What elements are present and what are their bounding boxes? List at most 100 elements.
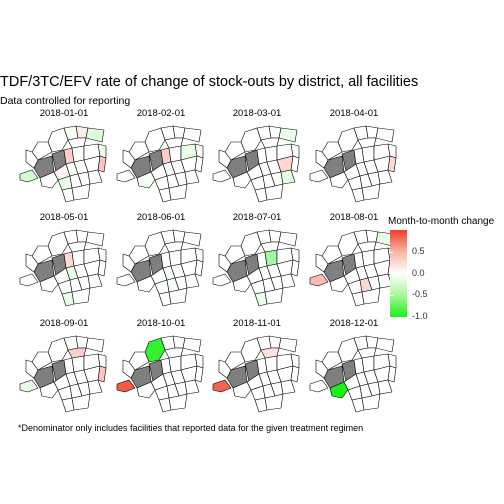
- map-panel: 2018-08-01: [308, 212, 400, 308]
- district-region: [184, 379, 200, 395]
- district-region: [232, 381, 252, 399]
- panel-date-label: 2018-03-01: [232, 108, 282, 119]
- legend-tick-mark: [390, 295, 393, 297]
- district-region: [357, 137, 377, 149]
- district-region: [375, 337, 395, 353]
- district-region: [357, 347, 377, 359]
- panel-date-label: 2018-04-01: [329, 108, 379, 119]
- district-region: [19, 273, 39, 287]
- district-region: [329, 275, 349, 293]
- map-panel: 2018-07-01: [211, 212, 303, 308]
- district-region: [128, 351, 150, 371]
- district-region: [387, 155, 397, 173]
- district-region: [31, 245, 53, 265]
- district-region: [264, 183, 284, 201]
- district-region: [31, 141, 53, 161]
- district-map: [116, 335, 204, 413]
- map-panel: 2018-04-01: [308, 108, 400, 204]
- panel-date-label: 2018-12-01: [329, 318, 379, 329]
- district-region: [71, 145, 85, 163]
- district-region: [71, 393, 91, 411]
- district-region: [168, 249, 182, 267]
- panel-date-label: 2018-09-01: [39, 318, 89, 329]
- district-region: [168, 145, 182, 163]
- district-region: [97, 155, 107, 173]
- panel-date-label: 2018-01-01: [39, 108, 89, 119]
- district-map: [309, 125, 397, 203]
- district-map: [116, 125, 204, 203]
- district-region: [329, 381, 349, 399]
- district-region: [122, 359, 136, 379]
- district-region: [321, 351, 343, 371]
- map-panel: 2018-03-01: [211, 108, 303, 204]
- district-region: [164, 347, 184, 359]
- map-panel: 2018-09-01: [18, 318, 110, 414]
- district-map: [309, 229, 397, 307]
- district-region: [309, 379, 329, 393]
- district-region: [361, 355, 375, 373]
- map-panel: 2018-11-01: [211, 318, 303, 414]
- district-region: [87, 379, 103, 395]
- district-region: [116, 379, 136, 393]
- district-region: [71, 249, 85, 267]
- district-region: [315, 253, 329, 273]
- district-region: [122, 253, 136, 273]
- district-region: [168, 393, 188, 411]
- district-region: [128, 245, 150, 265]
- district-region: [164, 241, 184, 253]
- legend-tick-label: -1.0: [412, 311, 428, 321]
- panel-date-label: 2018-07-01: [232, 212, 282, 223]
- district-region: [280, 169, 296, 185]
- district-region: [25, 149, 39, 169]
- district-region: [361, 287, 381, 305]
- district-region: [321, 141, 343, 161]
- district-region: [212, 273, 232, 287]
- district-region: [218, 359, 232, 379]
- district-map: [19, 229, 107, 307]
- district-region: [168, 183, 188, 201]
- district-region: [361, 183, 381, 201]
- district-region: [71, 355, 85, 373]
- district-region: [218, 149, 232, 169]
- district-region: [194, 155, 204, 173]
- district-region: [278, 127, 298, 143]
- district-region: [224, 351, 246, 371]
- district-region: [87, 169, 103, 185]
- district-region: [184, 273, 200, 289]
- district-region: [264, 287, 284, 305]
- map-panel: 2018-10-01: [115, 318, 207, 414]
- legend-tick-mark: [390, 251, 393, 253]
- district-map: [212, 229, 300, 307]
- district-map: [19, 335, 107, 413]
- district-region: [194, 259, 204, 277]
- district-region: [128, 141, 150, 161]
- district-region: [260, 137, 280, 149]
- district-region: [361, 145, 375, 163]
- district-region: [357, 241, 377, 253]
- district-region: [116, 273, 136, 287]
- district-region: [264, 249, 278, 267]
- district-region: [361, 393, 381, 411]
- color-legend: Month-to-month change 0.5 0.0 -0.5 -1.0: [388, 216, 494, 321]
- map-panel: 2018-05-01: [18, 212, 110, 308]
- district-region: [278, 337, 298, 353]
- legend-tick-label: -0.5: [412, 289, 428, 300]
- district-region: [321, 245, 343, 265]
- district-region: [377, 379, 393, 395]
- map-panel: 2018-01-01: [18, 108, 110, 204]
- district-region: [315, 359, 329, 379]
- district-region: [290, 155, 300, 173]
- legend-tick-mark: [390, 273, 393, 275]
- legend-tick-label: 0.5: [412, 245, 425, 256]
- district-region: [122, 149, 136, 169]
- legend-tick-mark: [390, 317, 393, 318]
- district-region: [377, 169, 393, 185]
- district-region: [136, 381, 156, 399]
- district-region: [264, 355, 278, 373]
- district-region: [87, 273, 103, 289]
- district-region: [264, 393, 284, 411]
- district-region: [136, 171, 156, 189]
- district-region: [194, 365, 204, 383]
- legend-colorbar: [390, 230, 407, 317]
